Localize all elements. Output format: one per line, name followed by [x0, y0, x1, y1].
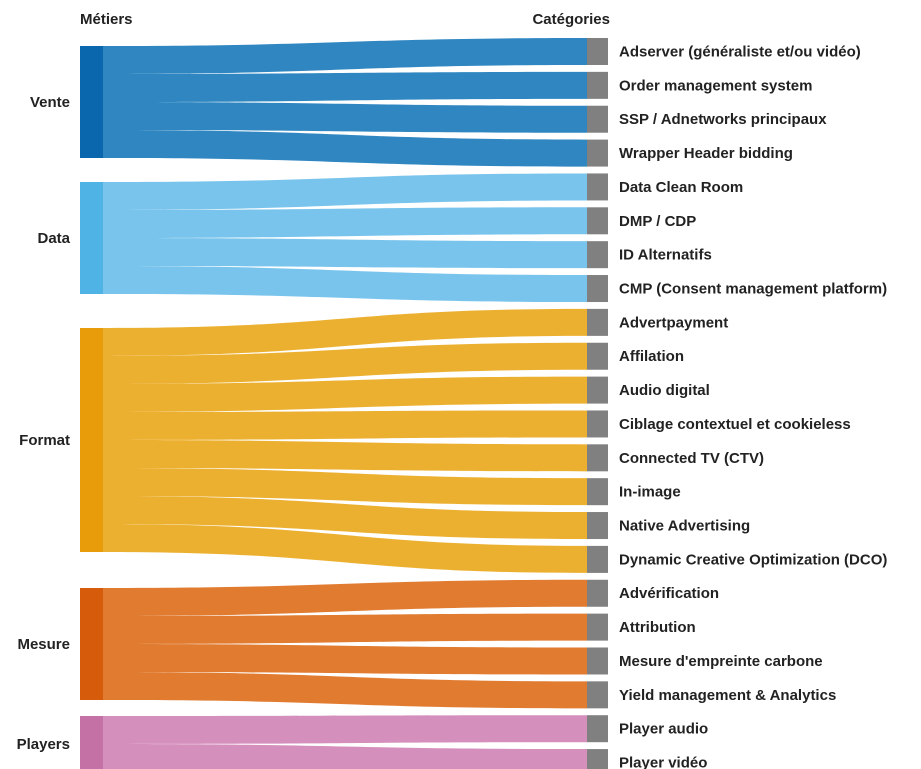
target-label: Ciblage contextuel et cookieless — [619, 416, 851, 433]
link — [103, 376, 587, 412]
link — [103, 410, 587, 440]
link — [103, 207, 587, 238]
target-label: Native Advertising — [619, 518, 750, 535]
target-label: Adserver (généraliste et/ou vidéo) — [619, 43, 861, 60]
target-node — [587, 38, 608, 65]
link — [103, 130, 587, 167]
link — [103, 715, 587, 744]
link — [103, 744, 587, 769]
target-node — [587, 275, 608, 303]
target-label: Audio digital — [619, 382, 710, 399]
target-label: Connected TV (CTV) — [619, 450, 764, 467]
source-label: Players — [17, 736, 70, 753]
target-node — [587, 376, 608, 404]
target-label: Yield management & Analytics — [619, 687, 836, 704]
link — [103, 524, 587, 573]
link — [103, 579, 587, 616]
source-node — [80, 328, 103, 552]
link — [103, 266, 587, 303]
link — [103, 440, 587, 472]
target-node — [587, 715, 608, 743]
source-label: Format — [19, 432, 70, 449]
target-node — [587, 749, 608, 769]
link — [103, 644, 587, 675]
link — [103, 468, 587, 506]
target-label: Advertpayment — [619, 314, 728, 331]
target-node — [587, 71, 608, 99]
target-node — [587, 478, 608, 506]
target-node — [587, 647, 608, 675]
target-label: SSP / Adnetworks principaux — [619, 111, 827, 128]
target-node — [587, 241, 608, 269]
right-header: Catégories — [532, 11, 610, 28]
target-node — [587, 342, 608, 370]
target-label: ID Alternatifs — [619, 247, 712, 264]
source-node — [80, 46, 103, 158]
source-node — [80, 716, 103, 769]
source-label: Vente — [30, 94, 70, 111]
target-label: Mesure d'empreinte carbone — [619, 653, 823, 670]
target-label: Advérification — [619, 585, 719, 602]
target-node — [587, 207, 608, 235]
target-node — [587, 139, 608, 167]
target-label: Affilation — [619, 348, 684, 365]
source-node — [80, 182, 103, 294]
target-node — [587, 512, 608, 540]
source-label: Data — [37, 230, 70, 247]
target-node — [587, 579, 608, 607]
target-label: Order management system — [619, 77, 812, 94]
target-node — [587, 613, 608, 641]
target-label: CMP (Consent management platform) — [619, 280, 887, 297]
target-label: Attribution — [619, 619, 696, 636]
link — [103, 71, 587, 102]
target-label: Dynamic Creative Optimization (DCO) — [619, 551, 887, 568]
target-node — [587, 173, 608, 201]
target-node — [587, 444, 608, 472]
target-node — [587, 545, 608, 573]
source-node — [80, 588, 103, 700]
link — [103, 173, 587, 210]
link — [103, 342, 587, 384]
source-label: Mesure — [17, 636, 70, 653]
link — [103, 238, 587, 269]
target-label: Wrapper Header bidding — [619, 145, 793, 162]
target-label: Data Clean Room — [619, 179, 743, 196]
link — [103, 496, 587, 540]
link — [103, 308, 587, 356]
link — [103, 38, 587, 74]
link — [103, 672, 587, 709]
target-label: Player audio — [619, 721, 708, 738]
link — [103, 102, 587, 133]
target-label: Player vidéo — [619, 755, 707, 769]
target-label: In-image — [619, 484, 681, 501]
target-node — [587, 681, 608, 709]
target-node — [587, 105, 608, 133]
target-node — [587, 410, 608, 438]
target-node — [587, 308, 608, 336]
left-header: Métiers — [80, 11, 133, 28]
target-label: DMP / CDP — [619, 213, 696, 230]
link — [103, 613, 587, 644]
